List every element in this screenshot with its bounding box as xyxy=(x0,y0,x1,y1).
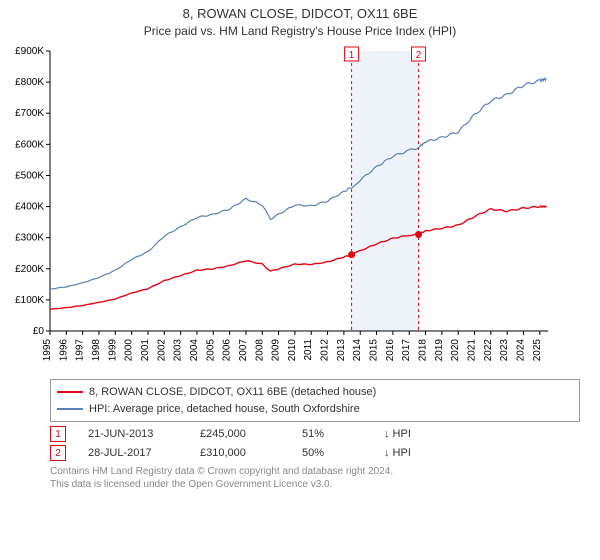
x-tick-label: 1995 xyxy=(42,339,53,362)
legend: 8, ROWAN CLOSE, DIDCOT, OX11 6BE (detach… xyxy=(50,379,580,422)
x-tick-label: 2022 xyxy=(483,339,494,362)
legend-item: HPI: Average price, detached house, Sout… xyxy=(57,401,573,418)
footer-line-2: This data is licensed under the Open Gov… xyxy=(50,478,580,491)
y-tick-label: £200K xyxy=(15,264,44,275)
sale-date: 28-JUL-2017 xyxy=(88,447,178,459)
x-tick-label: 2024 xyxy=(516,339,527,362)
sales-table: 1 21-JUN-2013 £245,000 51% ↓ HPI 2 28-JUL-2017… xyxy=(50,426,580,461)
x-tick-label: 2009 xyxy=(271,339,282,362)
legend-item: 8, ROWAN CLOSE, DIDCOT, OX11 6BE (detach… xyxy=(57,384,573,401)
y-tick-label: £600K xyxy=(15,139,44,150)
chart-title: 8, ROWAN CLOSE, DIDCOT, OX11 6BE xyxy=(0,6,600,21)
x-tick-label: 1999 xyxy=(107,339,118,362)
sales-row: 2 28-JUL-2017 £310,000 50% ↓ HPI xyxy=(50,445,580,461)
line-chart: £0 £100K £200K £300K £400K £500K £600K £700K £80… xyxy=(0,43,560,373)
x-tick-label: 2005 xyxy=(205,339,216,362)
x-tick-label: 2004 xyxy=(189,339,200,362)
highlight-band xyxy=(352,51,419,331)
sale-dot xyxy=(415,231,422,238)
x-tick-label: 2000 xyxy=(124,339,135,362)
sale-date: 21-JUN-2013 xyxy=(88,428,178,440)
sale-hpi-tag: ↓ HPI xyxy=(384,447,411,459)
x-tick-label: 2013 xyxy=(336,339,347,362)
sale-price: £245,000 xyxy=(200,428,280,440)
x-tick-label: 2017 xyxy=(401,339,412,362)
x-tick-label: 2007 xyxy=(238,339,249,362)
legend-label: HPI: Average price, detached house, Sout… xyxy=(89,401,360,418)
x-tick-label: 2025 xyxy=(532,339,543,362)
y-tick-label: £100K xyxy=(15,295,44,306)
legend-swatch xyxy=(57,391,83,393)
sale-price: £310,000 xyxy=(200,447,280,459)
svg-text:2: 2 xyxy=(416,50,422,61)
x-tick-label: 2019 xyxy=(434,339,445,362)
y-tick-label: £0 xyxy=(33,326,45,337)
chart-subtitle: Price paid vs. HM Land Registry's House … xyxy=(0,24,600,38)
y-tick-label: £700K xyxy=(15,108,44,119)
x-tick-label: 2011 xyxy=(303,339,314,361)
x-tick-label: 2002 xyxy=(156,339,167,362)
x-tick-label: 2020 xyxy=(450,339,461,362)
y-tick-label: £900K xyxy=(15,46,44,57)
x-tick-label: 2021 xyxy=(467,339,478,362)
x-tick-label: 1997 xyxy=(75,339,86,362)
x-tick-label: 2001 xyxy=(140,339,151,362)
sale-dot xyxy=(348,251,355,258)
y-tick-label: £500K xyxy=(15,170,44,181)
footer-attribution: Contains HM Land Registry data © Crown c… xyxy=(50,465,580,491)
sale-hpi-tag: ↓ HPI xyxy=(384,428,411,440)
footer-line-1: Contains HM Land Registry data © Crown c… xyxy=(50,465,580,478)
x-tick-label: 2018 xyxy=(418,339,429,362)
x-tick-label: 2010 xyxy=(287,339,298,362)
x-tick-label: 2014 xyxy=(352,339,363,362)
sale-badge: 2 xyxy=(50,445,66,461)
x-tick-label: 2012 xyxy=(320,339,331,362)
sales-row: 1 21-JUN-2013 £245,000 51% ↓ HPI xyxy=(50,426,580,442)
y-tick-label: £800K xyxy=(15,77,44,88)
x-tick-label: 1996 xyxy=(58,339,69,362)
chart-container: £0 £100K £200K £300K £400K £500K £600K £700K £80… xyxy=(0,43,600,373)
x-tick-label: 1998 xyxy=(91,339,102,362)
x-tick-label: 2008 xyxy=(254,339,265,362)
x-tick-label: 2016 xyxy=(385,339,396,362)
legend-swatch xyxy=(57,408,83,410)
x-tick-label: 2006 xyxy=(222,339,233,362)
svg-text:1: 1 xyxy=(349,50,355,61)
legend-label: 8, ROWAN CLOSE, DIDCOT, OX11 6BE (detach… xyxy=(89,384,376,401)
x-tick-label: 2015 xyxy=(369,339,380,362)
y-tick-label: £300K xyxy=(15,233,44,244)
x-tick-label: 2003 xyxy=(173,339,184,362)
x-tick-label: 2023 xyxy=(499,339,510,362)
sale-badge: 1 xyxy=(50,426,66,442)
y-tick-label: £400K xyxy=(15,202,44,213)
sale-pct: 51% xyxy=(302,428,362,440)
sale-pct: 50% xyxy=(302,447,362,459)
